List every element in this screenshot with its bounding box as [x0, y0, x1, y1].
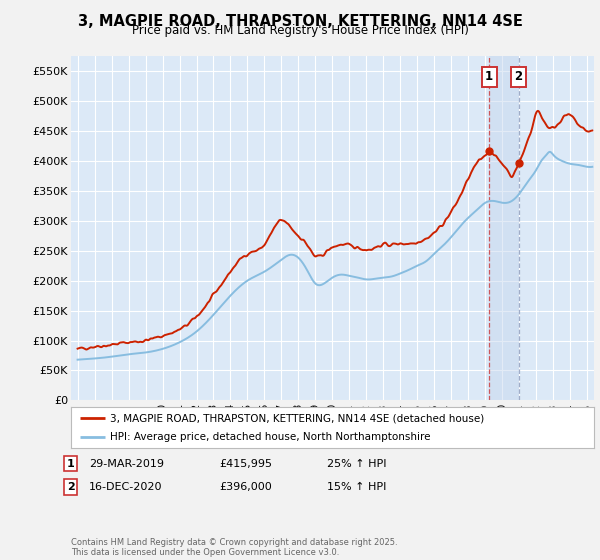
Text: 15% ↑ HPI: 15% ↑ HPI: [327, 482, 386, 492]
Text: 1: 1: [67, 459, 74, 469]
Text: Price paid vs. HM Land Registry's House Price Index (HPI): Price paid vs. HM Land Registry's House …: [131, 24, 469, 37]
Text: 16-DEC-2020: 16-DEC-2020: [89, 482, 162, 492]
Text: 3, MAGPIE ROAD, THRAPSTON, KETTERING, NN14 4SE: 3, MAGPIE ROAD, THRAPSTON, KETTERING, NN…: [77, 14, 523, 29]
Text: £415,995: £415,995: [219, 459, 272, 469]
Text: 29-MAR-2019: 29-MAR-2019: [89, 459, 164, 469]
Text: 2: 2: [67, 482, 74, 492]
Text: £396,000: £396,000: [219, 482, 272, 492]
Text: 2: 2: [515, 71, 523, 83]
Text: 25% ↑ HPI: 25% ↑ HPI: [327, 459, 386, 469]
Text: 1: 1: [485, 71, 493, 83]
Text: HPI: Average price, detached house, North Northamptonshire: HPI: Average price, detached house, Nort…: [110, 432, 431, 442]
Text: Contains HM Land Registry data © Crown copyright and database right 2025.
This d: Contains HM Land Registry data © Crown c…: [71, 538, 397, 557]
Bar: [489, 56, 518, 400]
Text: 3, MAGPIE ROAD, THRAPSTON, KETTERING, NN14 4SE (detached house): 3, MAGPIE ROAD, THRAPSTON, KETTERING, NN…: [110, 414, 484, 423]
